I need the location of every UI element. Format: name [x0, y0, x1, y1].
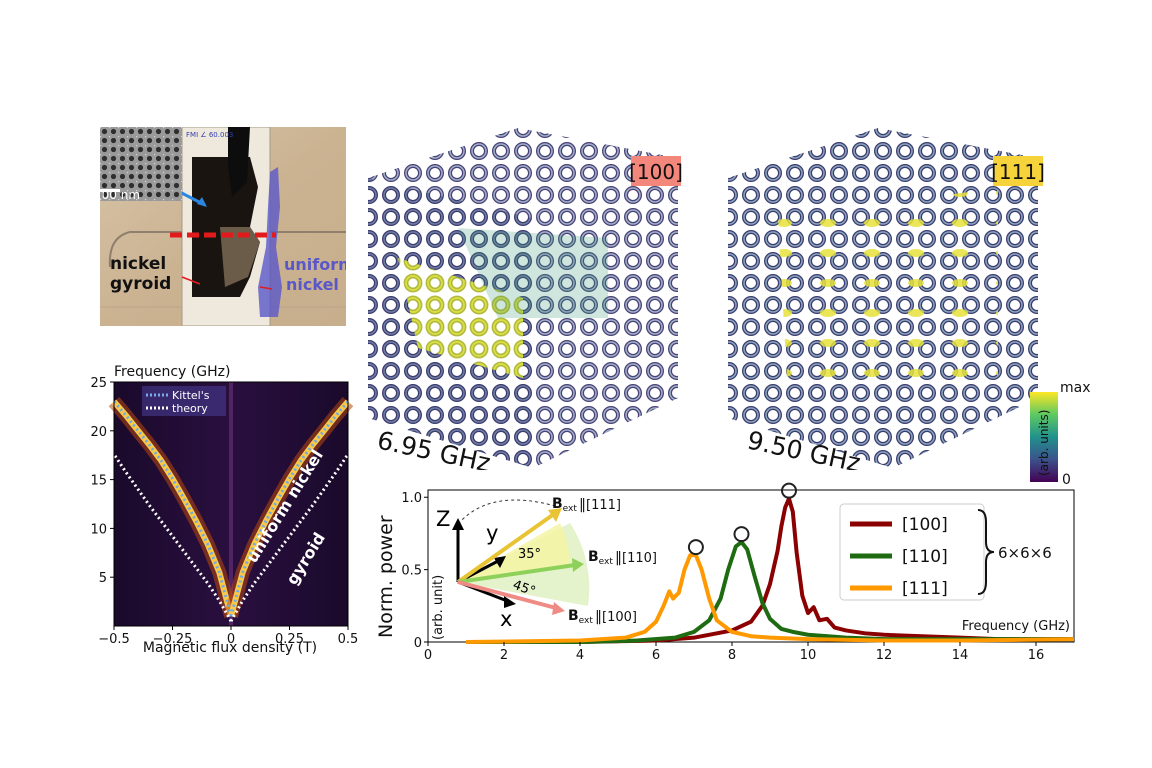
spectrum-xtick-label: 12: [876, 648, 893, 663]
heatmap-legend-box: [142, 386, 226, 416]
field-direction-diagram: Z y x 35° 45° Bext ‖ [111] Bext ‖ [110] …: [436, 496, 657, 631]
spectrum-xtick-label: 6: [652, 648, 660, 663]
spectrum-xtick-label: 8: [728, 648, 736, 663]
spectrum-xtick-label: 16: [1028, 648, 1045, 663]
field-110-bar: ‖: [615, 550, 622, 566]
heatmap-ytick-label: 5: [99, 571, 107, 586]
field-100-bar: ‖: [595, 609, 602, 625]
colorbar: max 0 (arb. units): [1030, 376, 1140, 488]
field-100-dir: [100]: [602, 610, 637, 625]
field-110-dir: [110]: [622, 551, 657, 566]
heatmap-xtick-label: −0.25: [153, 632, 193, 647]
uniform-nickel-region: [258, 167, 282, 317]
scale-bar-label: 100 nm: [100, 188, 140, 202]
badge-111-label: [111]: [991, 160, 1045, 184]
label-nickel: nickel: [110, 254, 166, 274]
fmr-heatmap-chart: −0.5 −0.25 0 0.25 0.5 5 10 15 20 25 Frequency (GH…: [80, 360, 360, 660]
heatmap-xtick-label: −0.5: [98, 632, 130, 647]
kittel-theory-line-0-pos: [229, 400, 350, 617]
label-uniform: uniform: [284, 255, 346, 274]
sem-readout: FMI ∠ 60.003: [186, 131, 233, 139]
spectrum-xtick-label: 14: [952, 648, 969, 663]
sim-cube-111: [111] 9.50 GHz: [718, 118, 1048, 478]
legend-kittel: Kittel's: [172, 389, 210, 402]
spectrum-xlabel: Frequency (GHz): [962, 619, 1070, 634]
kittel-theory-line-0-neg: [112, 400, 233, 617]
sim-cube-100: [100] 6.95 GHz: [358, 118, 688, 478]
heatmap-ytick-label: 20: [90, 425, 107, 440]
badge-100: [631, 156, 681, 186]
heatmap-xtick-label: 0: [227, 632, 235, 647]
field-110-label: Bext: [588, 549, 613, 567]
field-111-dir: [111]: [586, 498, 621, 513]
spectrum-ytick-label: 0: [414, 636, 422, 651]
field-111-bar: ‖: [579, 497, 586, 513]
spectrum-xtick-label: 10: [800, 648, 817, 663]
axis-x-label: x: [500, 607, 512, 631]
heatmap-ylabel: Frequency (GHz): [114, 364, 230, 380]
axis-z-label: Z: [436, 507, 450, 531]
legend-brace: [977, 509, 995, 595]
spectrum-series-0: [466, 496, 1074, 644]
spectrum-xtick-label: 4: [576, 648, 584, 663]
heatmap-ytick-label: 25: [90, 376, 107, 391]
badge-100-label: [100]: [629, 160, 683, 184]
peak-marker-1: [733, 526, 750, 543]
colorbar-label: (arb. units): [1037, 410, 1051, 476]
badge-111: [993, 156, 1043, 186]
axis-y-label: y: [486, 521, 498, 545]
colorbar-max: max: [1060, 380, 1091, 396]
spectrum-legend: [100] [110] [111] 6×6×6: [839, 503, 1052, 601]
angle-35-label: 35°: [518, 547, 541, 562]
spectrum-xtick-label: 0: [424, 648, 432, 663]
spectrum-ytick-label: 0.5: [401, 564, 422, 579]
angle-45-label: 45°: [511, 578, 538, 600]
spectrum-line-chart: 0 2 4 6 8 10 12 14 16 0 0.5 1.0 Norm. power (arb. u…: [370, 478, 1080, 670]
peak-marker-2: [687, 539, 704, 556]
legend-label-2: [111]: [902, 579, 948, 599]
heatmap-xlabel: Magnetic flux density (T): [143, 640, 317, 656]
legend-group-label: 6×6×6: [998, 544, 1052, 562]
spectrum-series-1: [466, 540, 1074, 644]
legend-label-0: [100]: [902, 515, 948, 535]
peak-marker-0: [781, 482, 797, 499]
legend-theory: theory: [172, 402, 208, 415]
spectrum-ylabel-unit: (arb. unit): [431, 575, 446, 640]
label-gyroid: gyroid: [110, 274, 171, 294]
sem-inset: [90, 117, 182, 201]
scale-bar: [96, 189, 120, 192]
heatmap-ytick-label: 15: [90, 474, 107, 489]
heatmap-ytick-label: 10: [90, 522, 107, 537]
colorbar-gradient: [1030, 392, 1058, 482]
heatmap-xtick-label: 0.25: [275, 632, 304, 647]
label-uniform-nickel: nickel: [286, 275, 339, 294]
legend-label-1: [110]: [902, 547, 948, 567]
spectrum-xtick-label: 2: [500, 648, 508, 663]
colorbar-min: 0: [1062, 472, 1071, 486]
field-100-label: Bext: [568, 608, 593, 626]
spectrum-series-2: [465, 553, 1075, 644]
spectrum-ylabel: Norm. power: [375, 515, 397, 638]
field-111-label: Bext: [552, 496, 577, 514]
sample-photo-panel: 100 nm FMI ∠ 60.003 nickel gyroid unifor…: [90, 117, 355, 327]
spectrum-ytick-label: 1.0: [401, 491, 422, 506]
heatmap-xtick-label: 0.5: [338, 632, 359, 647]
